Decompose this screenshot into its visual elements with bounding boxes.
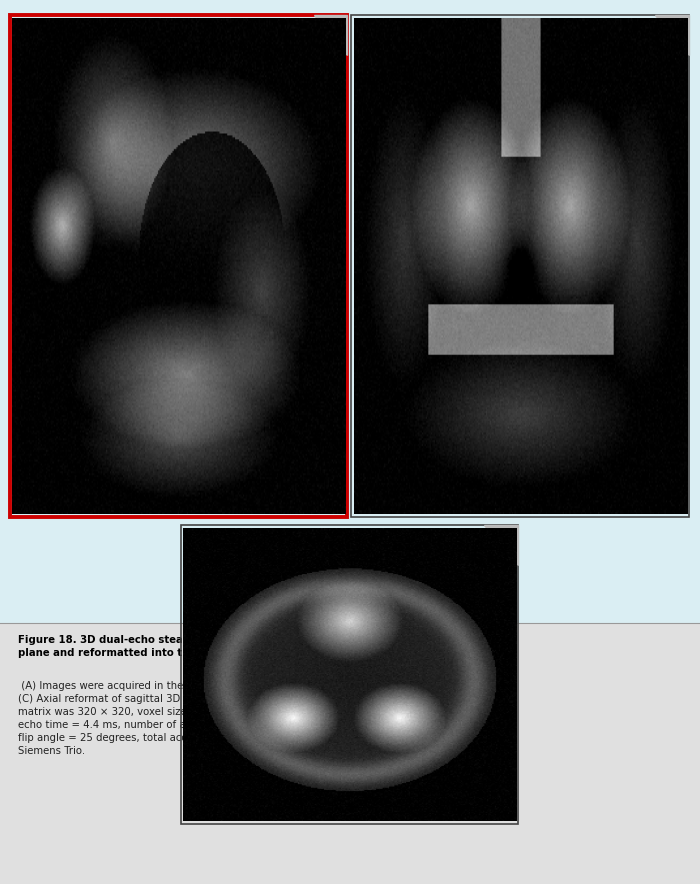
Polygon shape	[314, 15, 347, 56]
Text: C: C	[197, 545, 206, 558]
Polygon shape	[655, 15, 689, 56]
Circle shape	[187, 533, 216, 570]
Circle shape	[358, 23, 387, 60]
Bar	[351, 15, 689, 517]
Text: Figure 18. 3D dual-echo steady-state gradient echo imaging in the sagittal
plane: Figure 18. 3D dual-echo steady-state gra…	[18, 635, 447, 658]
Polygon shape	[484, 525, 518, 566]
Text: (A) Images were acquired in the sagittal plane. (B) Coronal reformat of sagittal: (A) Images were acquired in the sagittal…	[18, 681, 482, 756]
Text: B: B	[368, 35, 377, 48]
Bar	[181, 525, 518, 824]
Text: A: A	[26, 35, 36, 48]
Bar	[10, 15, 347, 517]
FancyBboxPatch shape	[0, 623, 700, 884]
Circle shape	[16, 23, 46, 60]
